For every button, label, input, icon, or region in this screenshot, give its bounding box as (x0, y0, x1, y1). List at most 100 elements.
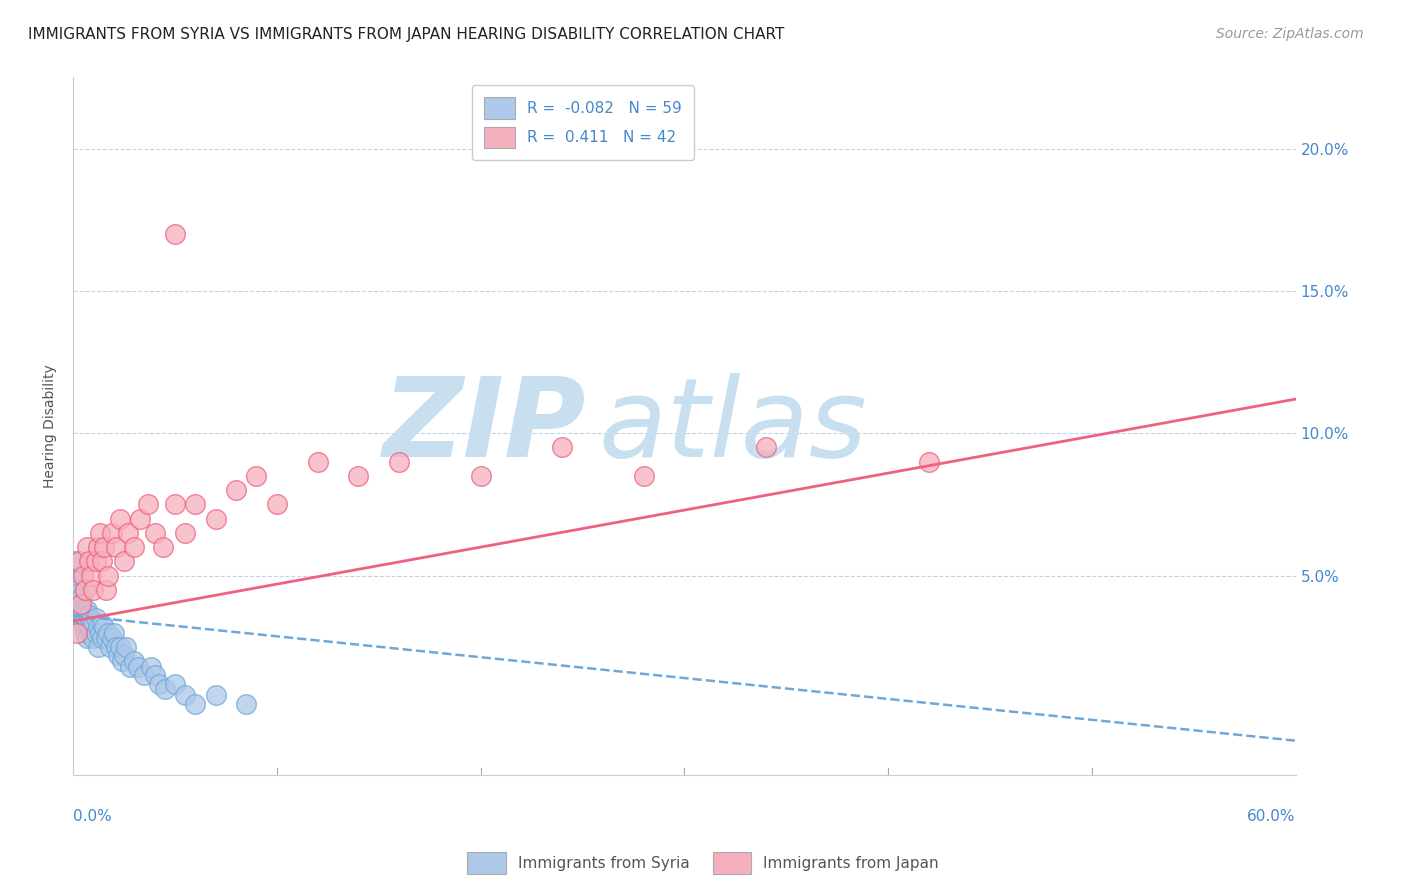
Point (63, 554, 86, 568)
Point (112, 554, 135, 568)
Point (235, 697, 257, 711)
Point (70, 611, 93, 625)
Point (86, 540, 108, 554)
Point (79, 554, 101, 568)
Point (107, 648, 129, 663)
Point (80, 625, 103, 640)
Point (72, 603, 94, 617)
Point (80, 568, 103, 582)
Point (72, 617, 94, 632)
Point (93, 540, 115, 554)
Point (184, 697, 207, 711)
Point (82, 582, 104, 597)
Point (347, 469, 370, 483)
Point (143, 525, 166, 540)
Point (111, 654, 134, 668)
Point (80, 614, 103, 628)
Text: ZIP: ZIP (382, 373, 586, 480)
Point (307, 455, 329, 469)
Point (76, 603, 98, 617)
Point (63, 574, 86, 589)
Point (98, 640, 121, 654)
Point (66, 591, 89, 606)
Point (97, 568, 120, 582)
Point (84, 625, 107, 640)
Point (163, 227, 186, 241)
Point (72, 568, 94, 582)
Text: IMMIGRANTS FROM SYRIA VS IMMIGRANTS FROM JAPAN HEARING DISABILITY CORRELATION CH: IMMIGRANTS FROM SYRIA VS IMMIGRANTS FROM… (28, 27, 785, 42)
Point (918, 455, 941, 469)
Point (115, 640, 138, 654)
Point (93, 620, 115, 634)
Text: atlas: atlas (599, 373, 868, 480)
Point (163, 497, 186, 511)
Point (90, 554, 112, 568)
Point (174, 688, 197, 702)
Point (633, 469, 655, 483)
Point (75, 625, 97, 640)
Y-axis label: Hearing Disability: Hearing Disability (44, 364, 58, 488)
Point (143, 668, 166, 682)
Point (470, 469, 492, 483)
Point (204, 688, 226, 702)
Point (104, 540, 127, 554)
Point (76, 631, 98, 645)
Point (84, 554, 107, 568)
Legend: Immigrants from Syria, Immigrants from Japan: Immigrants from Syria, Immigrants from J… (461, 846, 945, 880)
Point (90, 617, 112, 632)
Point (75, 611, 97, 625)
Point (245, 469, 267, 483)
Point (66, 603, 89, 617)
Point (72, 608, 94, 623)
Point (84, 611, 107, 625)
Point (108, 511, 131, 525)
Point (66, 625, 89, 640)
Point (86, 620, 108, 634)
Point (89, 525, 111, 540)
Point (67, 597, 90, 611)
Point (225, 483, 247, 498)
Point (127, 659, 149, 673)
Point (108, 640, 131, 654)
Point (117, 525, 139, 540)
Point (755, 441, 778, 455)
Point (86, 640, 108, 654)
Point (70, 606, 93, 620)
Point (79, 608, 101, 623)
Point (204, 511, 226, 525)
Text: Source: ZipAtlas.com: Source: ZipAtlas.com (1216, 27, 1364, 41)
Point (66, 582, 89, 597)
Point (76, 540, 98, 554)
Point (63, 568, 86, 582)
Point (101, 525, 124, 540)
Point (94, 582, 117, 597)
Point (104, 640, 127, 654)
Point (67, 603, 90, 617)
Point (67, 608, 90, 623)
Point (134, 668, 156, 682)
Point (139, 659, 162, 673)
Point (67, 554, 90, 568)
Point (122, 540, 145, 554)
Point (138, 497, 160, 511)
Point (67, 585, 90, 599)
Point (148, 677, 170, 691)
Point (79, 620, 101, 634)
Point (120, 659, 142, 673)
Point (76, 614, 98, 628)
Point (70, 591, 93, 606)
Point (103, 625, 125, 640)
Point (94, 631, 117, 645)
Point (82, 617, 104, 632)
Point (89, 625, 111, 640)
Point (129, 511, 152, 525)
Text: 0.0%: 0.0% (73, 809, 112, 824)
Text: 60.0%: 60.0% (1247, 809, 1295, 824)
Point (266, 497, 288, 511)
Point (75, 582, 97, 597)
Point (90, 631, 112, 645)
Point (122, 654, 145, 668)
Point (184, 497, 207, 511)
Point (152, 540, 174, 554)
Legend: R =  -0.082   N = 59, R =  0.411   N = 42: R = -0.082 N = 59, R = 0.411 N = 42 (472, 85, 695, 161)
